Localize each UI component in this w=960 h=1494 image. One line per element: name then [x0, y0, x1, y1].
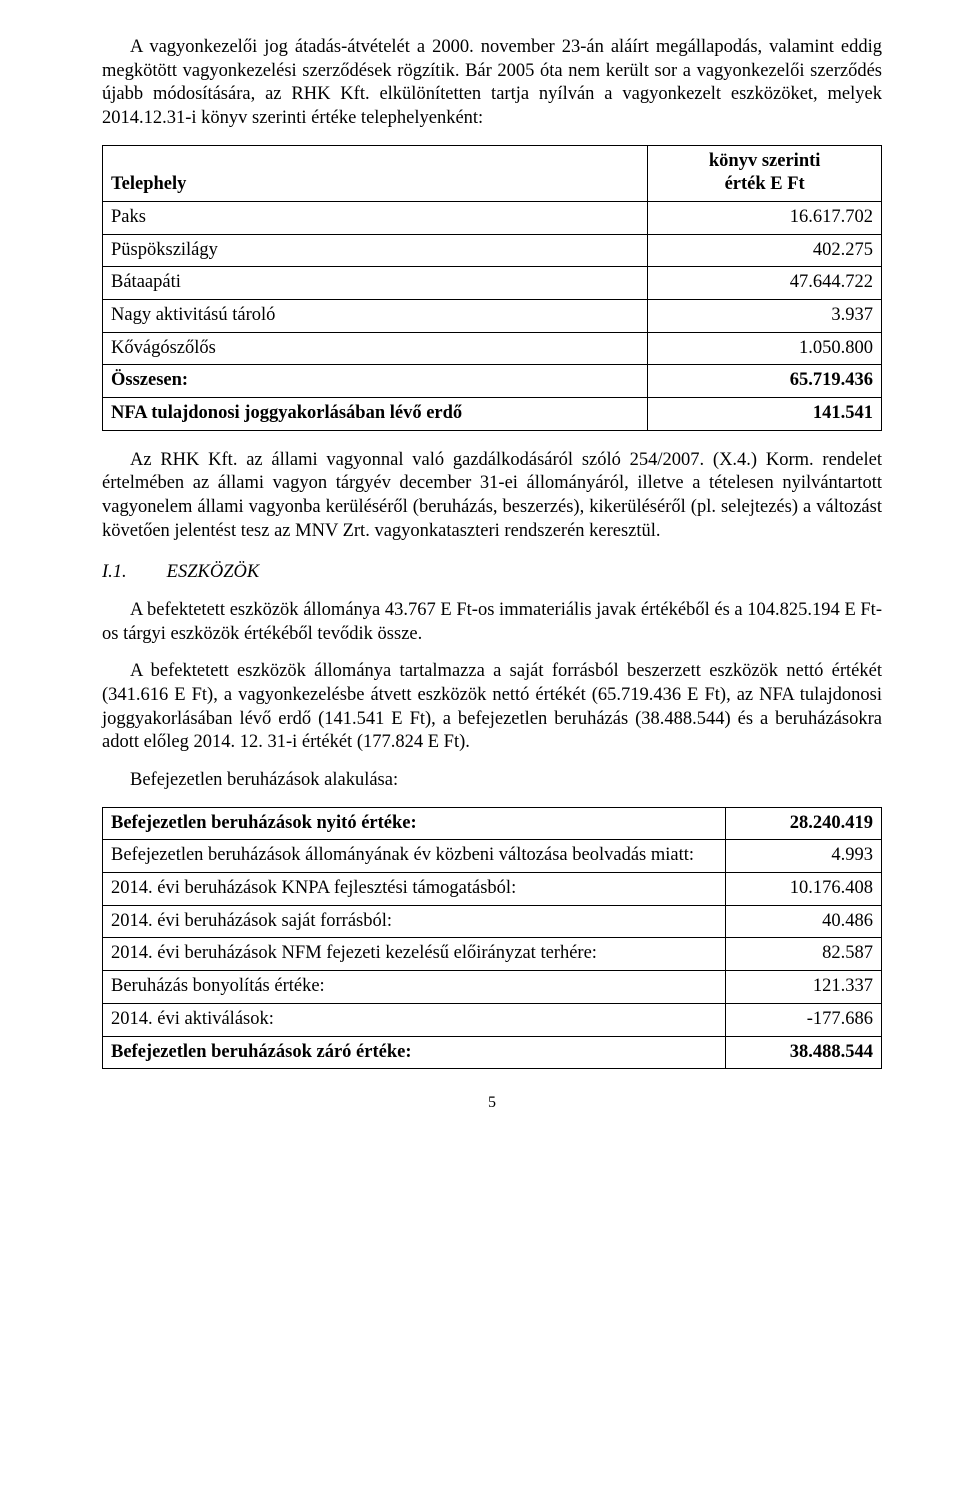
table-cell-value: -177.686 — [726, 1003, 882, 1036]
table-cell-value: 82.587 — [726, 938, 882, 971]
table-row: Beruházás bonyolítás értéke:121.337 — [103, 971, 882, 1004]
table-cell-value: 1.050.800 — [648, 332, 882, 365]
table-cell-label: 2014. évi beruházások NFM fejezeti kezel… — [103, 938, 726, 971]
table-row: Összesen:65.719.436 — [103, 365, 882, 398]
table-cell-value: 3.937 — [648, 300, 882, 333]
table-row: 2014. évi beruházások NFM fejezeti kezel… — [103, 938, 882, 971]
table-cell-label: Paks — [103, 202, 648, 235]
table-cell-label: Kővágószőlős — [103, 332, 648, 365]
section-number: I.1. — [102, 561, 127, 585]
befejezetlen-lead: Befejezetlen beruházások alakulása: — [102, 769, 882, 793]
table-row: Bátaapáti47.644.722 — [103, 267, 882, 300]
befejezetlen-table: Befejezetlen beruházások nyitó értéke:28… — [102, 807, 882, 1069]
table-cell-value: 47.644.722 — [648, 267, 882, 300]
table-cell-label: Befejezetlen beruházások állományának év… — [103, 840, 726, 873]
korm-paragraph: Az RHK Kft. az állami vagyonnal való gaz… — [102, 449, 882, 544]
telephely-table: Telephely könyv szerinti érték E Ft Paks… — [102, 145, 882, 431]
table-row: 2014. évi aktiválások:-177.686 — [103, 1003, 882, 1036]
eszk-paragraph-2: A befektetett eszközök állománya tartalm… — [102, 660, 882, 755]
table-cell-value: 40.486 — [726, 905, 882, 938]
table-cell-value: 10.176.408 — [726, 873, 882, 906]
table-row: 2014. évi beruházások KNPA fejlesztési t… — [103, 873, 882, 906]
section-heading: I.1. ESZKÖZÖK — [102, 561, 882, 585]
table-cell-label: Püspökszilágy — [103, 234, 648, 267]
table-row: Paks16.617.702 — [103, 202, 882, 235]
table-row: Befejezetlen beruházások nyitó értéke:28… — [103, 807, 882, 840]
table-cell-value: 65.719.436 — [648, 365, 882, 398]
table-row: Befejezetlen beruházások állományának év… — [103, 840, 882, 873]
section-title: ESZKÖZÖK — [167, 561, 260, 585]
table-cell-value: 28.240.419 — [726, 807, 882, 840]
table-row: Befejezetlen beruházások záró értéke:38.… — [103, 1036, 882, 1069]
table-cell-label: Bátaapáti — [103, 267, 648, 300]
eszk-paragraph-1: A befektetett eszközök állománya 43.767 … — [102, 599, 882, 646]
table-row: 2014. évi beruházások saját forrásból:40… — [103, 905, 882, 938]
table-cell-label: Nagy aktivitású tároló — [103, 300, 648, 333]
table-cell-label: 2014. évi aktiválások: — [103, 1003, 726, 1036]
table1-header-value: könyv szerinti érték E Ft — [648, 145, 882, 201]
table-cell-label: NFA tulajdonosi joggyakorlásában lévő er… — [103, 398, 648, 431]
table-cell-value: 121.337 — [726, 971, 882, 1004]
table-cell-label: Befejezetlen beruházások nyitó értéke: — [103, 807, 726, 840]
page-number: 5 — [102, 1093, 882, 1113]
table-row: Püspökszilágy402.275 — [103, 234, 882, 267]
table-cell-label: 2014. évi beruházások saját forrásból: — [103, 905, 726, 938]
table-cell-value: 16.617.702 — [648, 202, 882, 235]
table-cell-value: 141.541 — [648, 398, 882, 431]
table-row: Nagy aktivitású tároló3.937 — [103, 300, 882, 333]
table-row: Kővágószőlős1.050.800 — [103, 332, 882, 365]
table-cell-label: 2014. évi beruházások KNPA fejlesztési t… — [103, 873, 726, 906]
table-cell-label: Beruházás bonyolítás értéke: — [103, 971, 726, 1004]
table-cell-value: 402.275 — [648, 234, 882, 267]
table-cell-value: 4.993 — [726, 840, 882, 873]
table1-header-telephely: Telephely — [103, 145, 648, 201]
table-cell-label: Befejezetlen beruházások záró értéke: — [103, 1036, 726, 1069]
intro-paragraph: A vagyonkezelői jog átadás-átvételét a 2… — [102, 36, 882, 131]
table-row: NFA tulajdonosi joggyakorlásában lévő er… — [103, 398, 882, 431]
table-cell-value: 38.488.544 — [726, 1036, 882, 1069]
table-cell-label: Összesen: — [103, 365, 648, 398]
